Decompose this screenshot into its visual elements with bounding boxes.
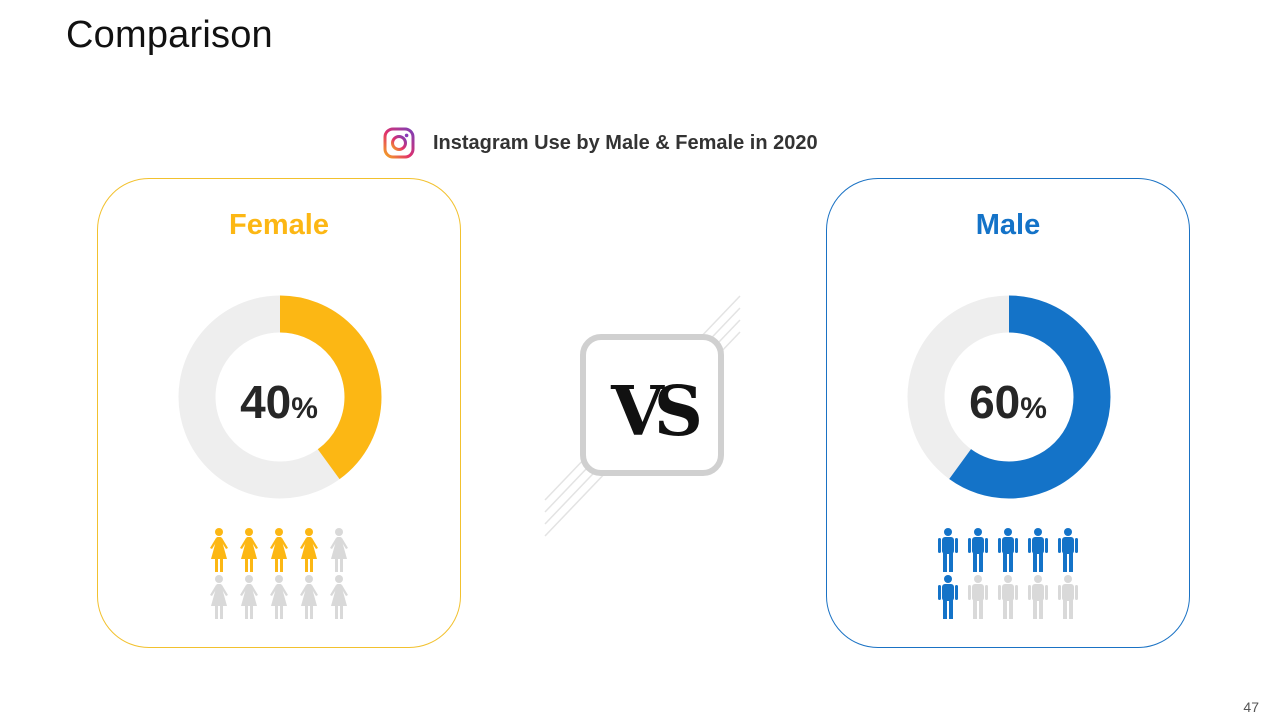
male-person-icon [998,528,1018,572]
male-donut-chart [907,295,1111,499]
female-donut-slice [178,295,382,499]
female-person-icon [210,575,228,619]
female-person-icon [270,528,288,572]
male-person-icon [938,528,958,572]
female-card: Female 40% [97,178,461,648]
vs-badge [580,334,724,476]
male-title: Male [975,209,1041,241]
female-person-icon [300,575,318,619]
female-percent-label: 40% [98,375,460,429]
female-percent-value: 40 [240,376,292,428]
male-person-icon [1058,528,1078,572]
page-title: Comparison [66,14,273,56]
chart-header: Instagram Use by Male & Female in 2020 [383,126,818,160]
female-title: Female [229,209,329,241]
male-person-icon [968,575,988,619]
female-icon-array [210,528,348,619]
male-card: Male 60% [826,178,1190,648]
female-donut-chart [178,295,382,499]
page-number: 47 [1243,699,1259,715]
male-person-icon [998,575,1018,619]
female-person-icon [330,575,348,619]
male-icon-array [938,528,1078,619]
male-person-icon [938,575,958,619]
male-person-icon [1028,575,1048,619]
male-percent-unit: % [1020,392,1047,425]
male-person-icon [968,528,988,572]
vs-graphic: VS [540,290,750,540]
male-donut-slice [907,295,1111,499]
female-percent-unit: % [291,392,318,425]
male-person-icon [1058,575,1078,619]
female-person-icon [240,528,258,572]
female-person-icon [270,575,288,619]
chart-subtitle: Instagram Use by Male & Female in 2020 [433,131,818,154]
male-percent-label: 60% [827,375,1189,429]
male-percent-value: 60 [969,376,1021,428]
female-person-icon [330,528,348,572]
male-person-icon [1028,528,1048,572]
female-person-icon [300,528,318,572]
female-person-icon [210,528,228,572]
female-person-icon [240,575,258,619]
vs-text: VS [610,372,700,452]
instagram-icon [383,127,415,159]
